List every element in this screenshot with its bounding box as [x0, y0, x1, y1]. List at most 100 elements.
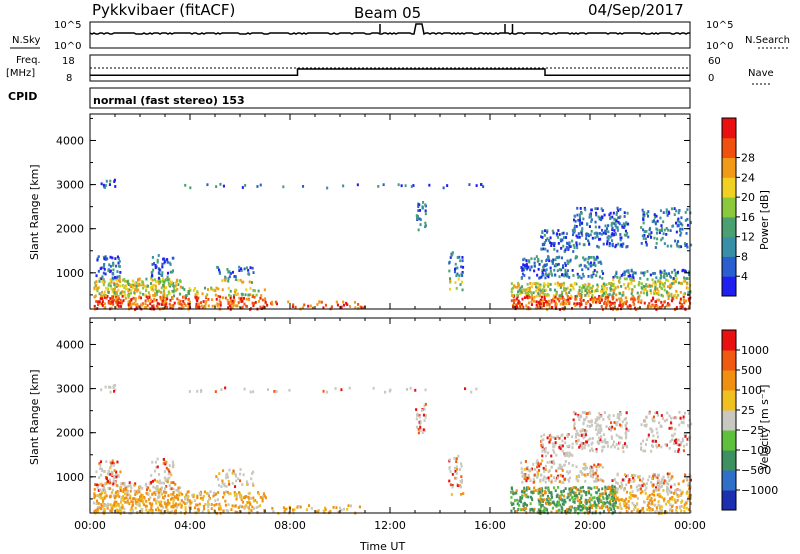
data-cell: [140, 282, 143, 286]
data-cell: [169, 280, 172, 284]
data-cell: [606, 441, 609, 445]
data-cell: [616, 275, 619, 279]
data-cell: [625, 221, 628, 225]
data-cell: [166, 478, 169, 482]
data-cell: [334, 387, 337, 390]
colorbar-tick-label: 4: [741, 270, 748, 283]
data-cell: [663, 288, 666, 292]
data-cell: [239, 278, 242, 282]
data-cell: [335, 300, 338, 304]
data-cell: [574, 494, 577, 498]
data-cell: [610, 223, 613, 227]
data-cell: [172, 289, 175, 293]
data-cell: [207, 494, 210, 497]
data-cell: [635, 485, 638, 489]
data-cell: [627, 504, 630, 507]
data-cell: [640, 509, 643, 512]
data-cell: [595, 274, 598, 277]
data-cell: [449, 279, 452, 283]
data-cell: [523, 257, 526, 261]
data-cell: [655, 242, 658, 245]
data-cell: [588, 213, 591, 217]
data-cell: [537, 488, 540, 492]
data-cell: [684, 473, 687, 477]
data-cell: [545, 288, 548, 292]
data-cell: [575, 225, 578, 228]
data-cell: [117, 305, 120, 308]
data-cell: [633, 298, 636, 302]
data-cell: [531, 508, 534, 511]
data-cell: [115, 508, 118, 512]
data-cell: [238, 269, 241, 272]
data-cell: [640, 301, 643, 304]
data-cell: [670, 285, 673, 289]
data-cell: [451, 252, 454, 256]
data-cell: [419, 420, 422, 424]
data-cell: [93, 286, 96, 290]
data-cell: [608, 493, 611, 497]
data-cell: [625, 434, 628, 437]
data-cell: [594, 421, 597, 425]
data-cell: [670, 426, 673, 430]
data-cell: [676, 270, 679, 274]
data-cell: [588, 291, 591, 294]
data-cell: [674, 280, 677, 284]
data-cell: [596, 416, 599, 419]
data-cell: [654, 488, 657, 491]
data-cell: [163, 291, 166, 295]
data-cell: [530, 490, 533, 494]
data-cell: [102, 266, 105, 269]
data-cell: [667, 302, 670, 305]
data-cell: [631, 289, 634, 293]
data-cell: [656, 298, 659, 302]
data-cell: [95, 470, 98, 474]
data-cell: [187, 305, 190, 309]
data-cell: [636, 497, 639, 500]
data-cell: [642, 221, 645, 225]
data-cell: [658, 229, 661, 232]
data-cell: [650, 231, 653, 234]
data-cell: [422, 206, 425, 210]
data-cell: [419, 423, 422, 427]
data-cell: [615, 298, 618, 302]
data-cell: [668, 303, 671, 307]
data-cell: [149, 302, 152, 306]
data-cell: [460, 475, 463, 479]
data-cell: [665, 480, 668, 483]
data-cell: [170, 280, 173, 284]
data-cell: [241, 296, 244, 300]
data-cell: [131, 302, 134, 306]
data-cell: [510, 299, 513, 303]
data-cell: [134, 303, 137, 307]
data-cell: [119, 506, 122, 510]
data-cell: [584, 474, 587, 478]
data-cell: [677, 438, 680, 442]
data-cell: [200, 301, 203, 304]
data-cell: [184, 506, 187, 509]
data-cell: [523, 468, 526, 471]
data-cell: [654, 411, 657, 415]
data-cell: [230, 508, 233, 511]
data-cell: [584, 506, 587, 510]
data-cell: [550, 465, 553, 469]
data-cell: [154, 264, 157, 267]
data-cell: [662, 489, 665, 492]
data-cell: [158, 491, 161, 495]
data-cell: [128, 304, 131, 308]
data-cell: [140, 494, 143, 498]
data-cell: [632, 480, 635, 484]
data-cell: [228, 275, 231, 279]
data-cell: [138, 277, 141, 281]
data-cell: [634, 494, 637, 498]
cpid-row: CPID normal (fast stereo) 153: [8, 87, 691, 109]
data-cell: [336, 303, 339, 307]
data-cell: [626, 474, 629, 477]
data-cell: [172, 492, 175, 496]
data-cell: [170, 481, 173, 484]
data-cell: [680, 501, 683, 504]
data-cell: [255, 506, 258, 509]
data-cell: [596, 432, 599, 436]
data-cell: [125, 488, 128, 492]
data-cell: [615, 211, 618, 214]
data-cell: [424, 415, 427, 419]
